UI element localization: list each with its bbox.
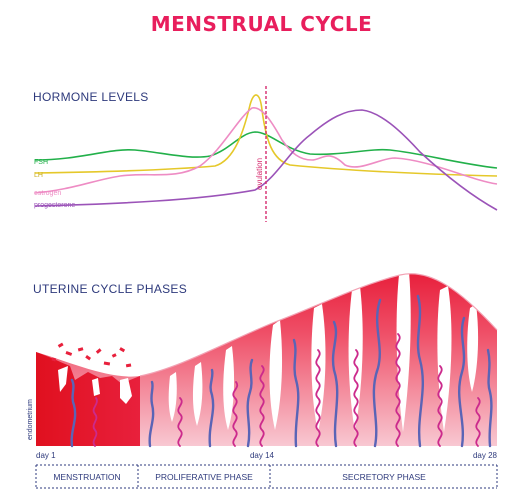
endometrial-glands [168, 262, 479, 432]
endometrium-label: endometrium [27, 399, 34, 440]
estrogen-curve [34, 107, 498, 194]
estrogen-label: estrogen [34, 190, 61, 197]
day-1-label: day 1 [36, 451, 56, 460]
lh-label: LH [34, 172, 43, 179]
hormone-levels-heading: HORMONE LEVELS [33, 90, 149, 104]
day-14-label: day 14 [250, 451, 275, 460]
uterine-phases-heading: UTERINE CYCLE PHASES [33, 282, 188, 296]
ovulation-label: ovulation [255, 158, 264, 190]
progesterone-label: progesterone [34, 202, 75, 209]
page-title: MENSTRUAL CYCLE [150, 12, 373, 36]
progesterone-curve [34, 109, 498, 211]
shedding-fragments [51, 342, 132, 368]
fsh-curve [34, 131, 498, 169]
hormone-chart [34, 94, 498, 211]
blood-vessels-blue [70, 294, 493, 448]
endometrium-tissue [36, 273, 497, 446]
day-28-label: day 28 [473, 451, 498, 460]
spiral-arteries [92, 333, 481, 447]
fsh-label: FSH [34, 159, 48, 166]
phase-secretory-label: SECRETORY PHASE [342, 472, 426, 482]
phase-proliferative-label: PROLIFERATIVE PHASE [155, 472, 253, 482]
phase-bracket [35, 464, 498, 489]
tissue-surface [139, 273, 498, 377]
phase-menstruation-label: MENSTRUATION [53, 472, 120, 482]
lh-curve [34, 94, 498, 177]
